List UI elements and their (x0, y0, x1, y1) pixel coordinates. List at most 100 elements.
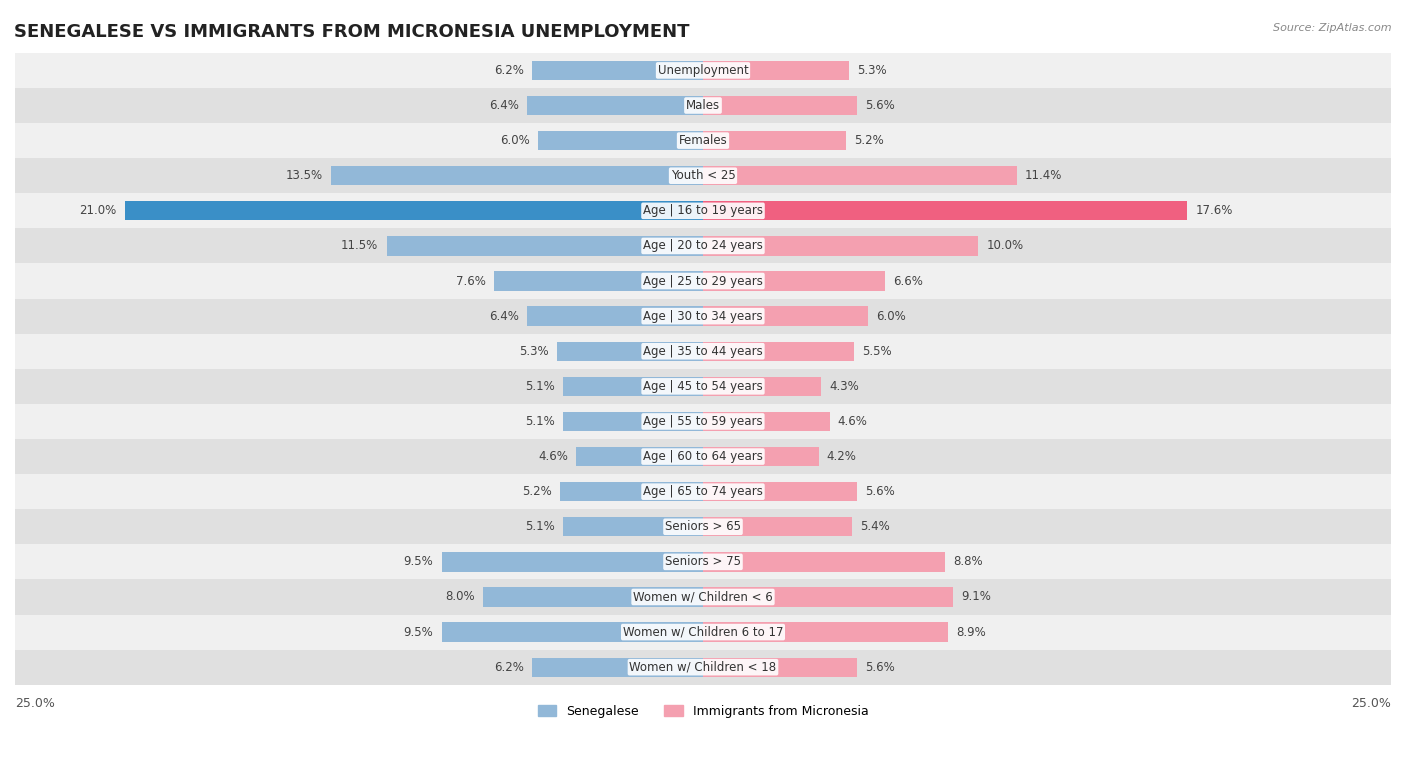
Bar (703, 61, 849, 80)
Text: 4.3%: 4.3% (830, 380, 859, 393)
Bar (15, 263, 1391, 298)
Bar (15, 404, 1391, 439)
Text: 6.0%: 6.0% (501, 134, 530, 147)
Bar (562, 412, 703, 431)
Bar (703, 658, 858, 677)
Text: 4.2%: 4.2% (827, 450, 856, 463)
Text: 6.4%: 6.4% (489, 310, 519, 322)
Bar (332, 166, 703, 185)
Bar (527, 96, 703, 115)
Text: 6.2%: 6.2% (495, 661, 524, 674)
Text: 10.0%: 10.0% (987, 239, 1024, 252)
Text: 9.5%: 9.5% (404, 556, 433, 569)
Bar (15, 369, 1391, 404)
Bar (703, 517, 852, 537)
Text: Age | 55 to 59 years: Age | 55 to 59 years (643, 415, 763, 428)
Bar (533, 658, 703, 677)
Text: 5.4%: 5.4% (860, 520, 890, 533)
Bar (703, 131, 846, 151)
Text: 5.5%: 5.5% (863, 344, 893, 358)
Text: 5.6%: 5.6% (865, 99, 896, 112)
Text: 5.1%: 5.1% (524, 415, 554, 428)
Text: 25.0%: 25.0% (15, 697, 55, 710)
Text: 5.1%: 5.1% (524, 380, 554, 393)
Bar (703, 271, 884, 291)
Text: Women w/ Children 6 to 17: Women w/ Children 6 to 17 (623, 625, 783, 639)
Bar (15, 650, 1391, 685)
Text: 11.5%: 11.5% (342, 239, 378, 252)
Bar (15, 229, 1391, 263)
Text: 6.2%: 6.2% (495, 64, 524, 77)
Bar (562, 377, 703, 396)
Bar (482, 587, 703, 606)
Text: 8.9%: 8.9% (956, 625, 986, 639)
Bar (703, 412, 830, 431)
Bar (441, 622, 703, 642)
Bar (560, 482, 703, 501)
Bar (15, 193, 1391, 229)
Bar (15, 439, 1391, 474)
Text: Age | 25 to 29 years: Age | 25 to 29 years (643, 275, 763, 288)
Text: 5.6%: 5.6% (865, 661, 896, 674)
Bar (387, 236, 703, 256)
Text: SENEGALESE VS IMMIGRANTS FROM MICRONESIA UNEMPLOYMENT: SENEGALESE VS IMMIGRANTS FROM MICRONESIA… (14, 23, 689, 41)
Bar (15, 509, 1391, 544)
Bar (15, 474, 1391, 509)
Text: 5.2%: 5.2% (522, 485, 551, 498)
Bar (441, 552, 703, 572)
Text: 6.0%: 6.0% (876, 310, 905, 322)
Bar (15, 298, 1391, 334)
Text: 4.6%: 4.6% (838, 415, 868, 428)
Bar (703, 447, 818, 466)
Bar (15, 579, 1391, 615)
Legend: Senegalese, Immigrants from Micronesia: Senegalese, Immigrants from Micronesia (533, 699, 873, 723)
Bar (703, 587, 953, 606)
Text: 25.0%: 25.0% (1351, 697, 1391, 710)
Text: 13.5%: 13.5% (285, 170, 323, 182)
Bar (527, 307, 703, 326)
Bar (15, 334, 1391, 369)
Text: 4.6%: 4.6% (538, 450, 568, 463)
Bar (533, 61, 703, 80)
Bar (538, 131, 703, 151)
Text: 21.0%: 21.0% (80, 204, 117, 217)
Text: Youth < 25: Youth < 25 (671, 170, 735, 182)
Text: 7.6%: 7.6% (456, 275, 485, 288)
Text: Females: Females (679, 134, 727, 147)
Text: 5.2%: 5.2% (855, 134, 884, 147)
Text: 8.0%: 8.0% (444, 590, 475, 603)
Bar (15, 123, 1391, 158)
Text: Age | 45 to 54 years: Age | 45 to 54 years (643, 380, 763, 393)
Text: Age | 30 to 34 years: Age | 30 to 34 years (643, 310, 763, 322)
Text: 5.3%: 5.3% (519, 344, 548, 358)
Text: Males: Males (686, 99, 720, 112)
Text: Source: ZipAtlas.com: Source: ZipAtlas.com (1274, 23, 1392, 33)
Bar (703, 201, 1187, 220)
Text: Age | 65 to 74 years: Age | 65 to 74 years (643, 485, 763, 498)
Text: Age | 35 to 44 years: Age | 35 to 44 years (643, 344, 763, 358)
Text: Women w/ Children < 18: Women w/ Children < 18 (630, 661, 776, 674)
Bar (703, 166, 1017, 185)
Bar (703, 341, 855, 361)
Text: Age | 60 to 64 years: Age | 60 to 64 years (643, 450, 763, 463)
Text: 5.1%: 5.1% (524, 520, 554, 533)
Bar (562, 517, 703, 537)
Text: 17.6%: 17.6% (1195, 204, 1233, 217)
Bar (703, 482, 858, 501)
Text: Age | 20 to 24 years: Age | 20 to 24 years (643, 239, 763, 252)
Bar (557, 341, 703, 361)
Text: 5.3%: 5.3% (858, 64, 887, 77)
Bar (15, 615, 1391, 650)
Text: 9.1%: 9.1% (962, 590, 991, 603)
Bar (703, 622, 948, 642)
Bar (15, 53, 1391, 88)
Bar (15, 88, 1391, 123)
Bar (576, 447, 703, 466)
Bar (703, 307, 868, 326)
Bar (703, 96, 858, 115)
Text: 8.8%: 8.8% (953, 556, 983, 569)
Text: Age | 16 to 19 years: Age | 16 to 19 years (643, 204, 763, 217)
Text: 6.6%: 6.6% (893, 275, 922, 288)
Text: Unemployment: Unemployment (658, 64, 748, 77)
Text: Seniors > 75: Seniors > 75 (665, 556, 741, 569)
